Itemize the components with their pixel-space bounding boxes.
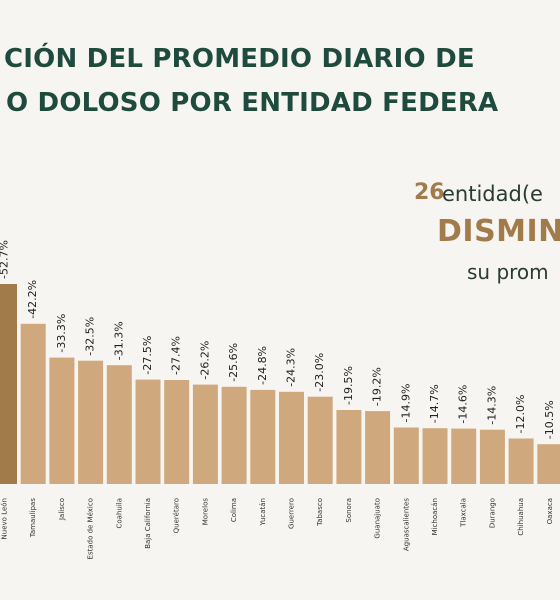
bar-estado-de-mexico: [78, 360, 104, 484]
value-label-guerrero: -24.3%: [285, 348, 298, 387]
bar-michoacan: [422, 428, 448, 484]
category-label-jalisco: Jalisco: [58, 498, 66, 521]
bar-oaxaca: [537, 444, 560, 484]
category-label-sonora: Sonora: [345, 498, 353, 523]
value-label-estado-de-mexico: -32.5%: [84, 317, 97, 356]
category-label-tabasco: Tabasco: [316, 498, 324, 527]
value-label-tabasco: -23.0%: [313, 353, 326, 392]
bar-guanajuato: [365, 411, 391, 484]
value-label-aguascalientes: -14.9%: [399, 384, 412, 423]
value-label-coahuila: -31.3%: [112, 321, 125, 360]
category-label-guerrero: Guerrero: [288, 498, 296, 529]
category-label-nuevo-leon: Nuevo León: [1, 498, 9, 539]
callout-verb: DISMIN: [437, 214, 560, 249]
bar-tabasco: [307, 396, 333, 484]
category-label-tamaulipas: Tamaulipas: [29, 498, 37, 539]
bar-coahuila: [106, 365, 132, 484]
bar-tamaulipas: [20, 323, 46, 484]
bar-aguascalientes: [393, 427, 419, 484]
value-label-tamaulipas: -42.2%: [26, 280, 39, 319]
callout-subtext: su prom: [467, 260, 549, 284]
bar-baja-california: [135, 379, 161, 484]
value-label-tlaxcala: -14.6%: [457, 385, 470, 424]
value-label-nuevo-leon: -52.7%: [0, 240, 11, 279]
category-label-durango: Durango: [488, 498, 496, 528]
bar-yucatan: [250, 389, 276, 484]
category-label-baja-california: Baja California: [144, 498, 152, 549]
category-label-tlaxcala: Tlaxcala: [460, 498, 468, 528]
callout-count: 26: [414, 180, 445, 205]
category-label-chihuahua: Chihuahua: [517, 498, 525, 536]
bar-chihuahua: [508, 438, 534, 484]
value-label-oaxaca: -10.5%: [543, 400, 556, 439]
value-label-durango: -14.3%: [485, 386, 498, 425]
bar-tlaxcala: [451, 428, 477, 484]
value-label-colima: -25.6%: [227, 343, 240, 382]
value-label-jalisco: -33.3%: [55, 314, 68, 353]
value-label-chihuahua: -12.0%: [514, 395, 527, 434]
category-label-queretaro: Querétaro: [173, 498, 181, 533]
bar-sonora: [336, 410, 362, 484]
category-label-coahuila: Coahuila: [115, 498, 123, 529]
category-label-colima: Colima: [230, 498, 238, 522]
category-label-yucatan: Yucatán: [259, 498, 267, 527]
category-label-michoacan: Michoacán: [431, 498, 439, 535]
value-label-michoacan: -14.7%: [428, 384, 441, 423]
value-label-yucatan: -24.8%: [256, 346, 269, 385]
chart-title-line-2: O DOLOSO POR ENTIDAD FEDERA: [6, 88, 499, 118]
chart-title-line-1: CIÓN DEL PROMEDIO DIARIO DE: [4, 44, 475, 74]
value-label-morelos: -26.2%: [198, 341, 211, 380]
category-label-morelos: Morelos: [201, 498, 209, 526]
bar-colima: [221, 386, 247, 484]
category-label-estado-de-mexico: Estado de México: [87, 498, 95, 559]
category-label-aguascalientes: Aguascalientes: [402, 498, 410, 551]
category-label-guanajuato: Guanajuato: [374, 498, 382, 539]
bar-durango: [479, 429, 505, 484]
category-label-oaxaca: Oaxaca: [546, 498, 554, 524]
callout-text: entidad(e: [442, 182, 543, 206]
value-label-guanajuato: -19.2%: [371, 367, 384, 406]
bar-jalisco: [49, 357, 75, 484]
bar-morelos: [192, 384, 218, 484]
value-label-queretaro: -27.4%: [170, 336, 183, 375]
value-label-sonora: -19.5%: [342, 366, 355, 405]
bar-nuevo-leon: [0, 284, 17, 484]
bar-queretaro: [164, 380, 190, 484]
value-label-baja-california: -27.5%: [141, 336, 154, 375]
bar-guerrero: [279, 391, 304, 484]
